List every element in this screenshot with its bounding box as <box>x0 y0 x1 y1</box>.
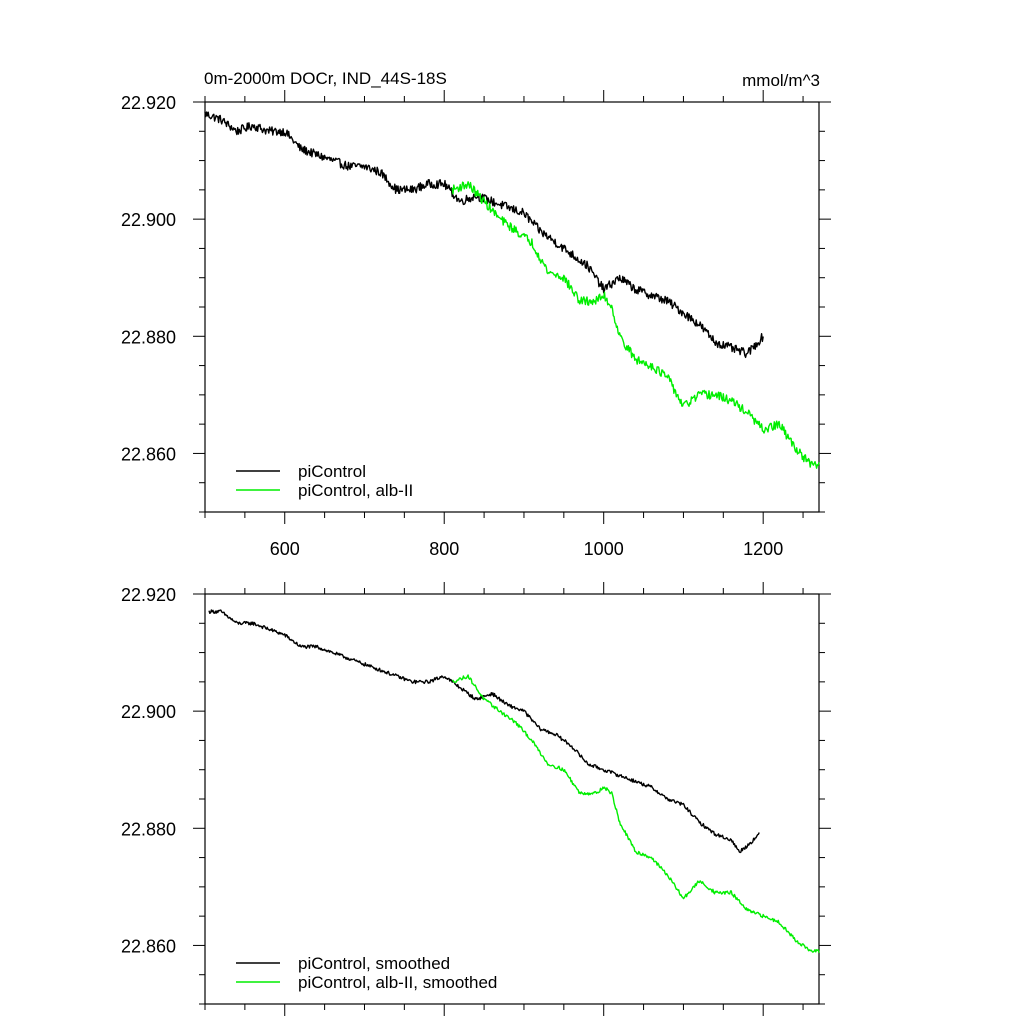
legend-label-picontrol-smoothed: piControl, smoothed <box>298 954 450 973</box>
data-lines <box>208 609 820 953</box>
plot-frame <box>204 101 820 513</box>
series-line <box>208 609 760 854</box>
x-tick-label: 1200 <box>743 539 783 559</box>
series-line <box>451 181 820 469</box>
data-lines <box>204 111 820 469</box>
y-tick-label: 22.860 <box>121 936 176 956</box>
y-tick-label: 22.920 <box>121 93 176 113</box>
series-line <box>451 674 820 953</box>
axes-ticks: 22.860 22.880 22.900 22.920 <box>121 582 831 1016</box>
legend: piControl, smoothed piControl, alb-II, s… <box>236 954 497 992</box>
y-tick-label: 22.900 <box>121 702 176 722</box>
y-tick-label: 22.860 <box>121 444 176 464</box>
y-tick-label: 22.900 <box>121 210 176 230</box>
x-tick-label: 800 <box>429 539 459 559</box>
plot-frame <box>204 593 820 1005</box>
top-panel: 0m-2000m DOCr, IND_44S-18S mmol/m^3 600 8… <box>121 69 831 559</box>
x-tick-label: 600 <box>270 539 300 559</box>
legend-label-picontrol: piControl <box>298 462 366 481</box>
series-line <box>204 111 764 359</box>
legend-label-alb-ii: piControl, alb-II <box>298 481 413 500</box>
legend-label-alb-ii-smoothed: piControl, alb-II, smoothed <box>298 973 497 992</box>
x-tick-label: 1000 <box>584 539 624 559</box>
legend: piControl piControl, alb-II <box>236 462 413 500</box>
y-tick-label: 22.920 <box>121 585 176 605</box>
bottom-panel: 22.860 22.880 22.900 22.920 piControl, smoo… <box>121 582 831 1016</box>
y-tick-label: 22.880 <box>121 819 176 839</box>
chart-title: 0m-2000m DOCr, IND_44S-18S <box>204 69 447 88</box>
units-label: mmol/m^3 <box>742 71 820 90</box>
axes-ticks: 600 800 1000 1200 22.860 22.880 22.900 22.920 <box>121 90 831 559</box>
y-tick-label: 22.880 <box>121 327 176 347</box>
